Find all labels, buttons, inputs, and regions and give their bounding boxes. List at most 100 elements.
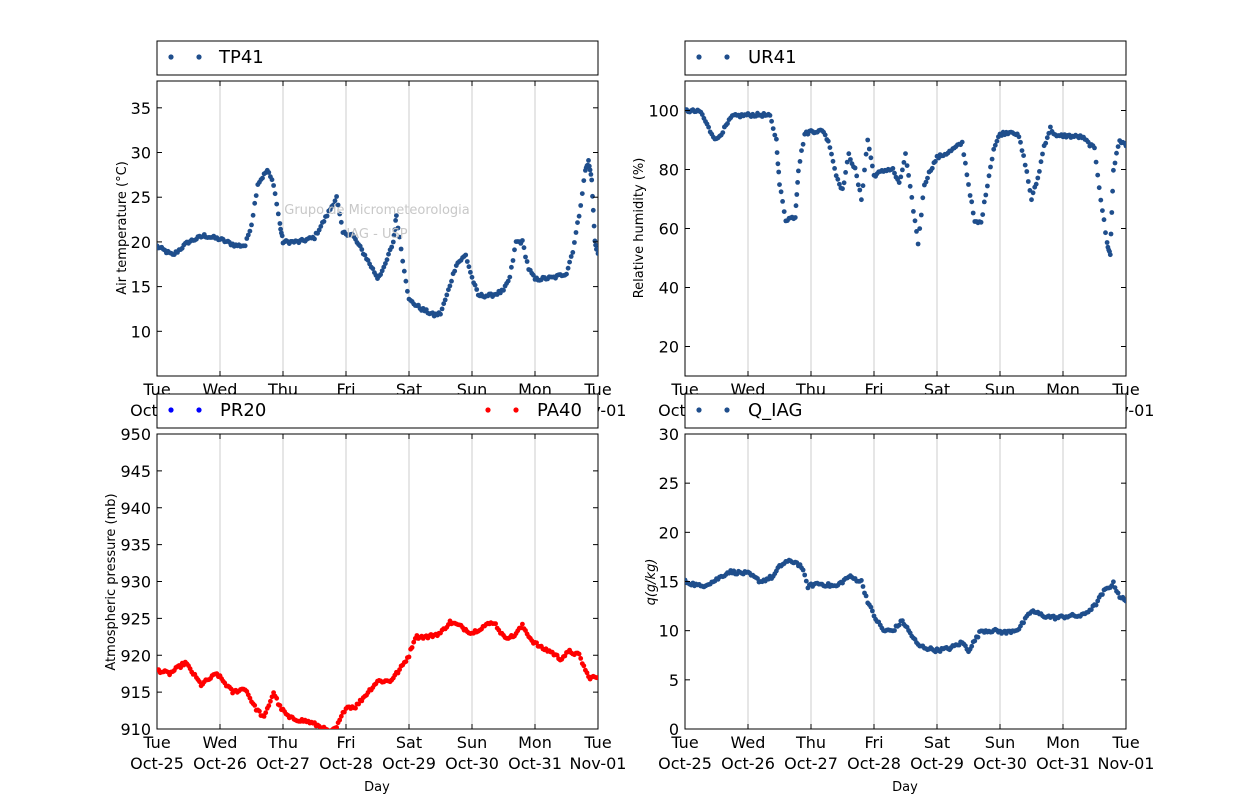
x-tick-weekday: Thu (267, 733, 298, 752)
x-tick-date: Oct-28 (847, 754, 901, 773)
data-point (390, 239, 396, 245)
x-axis-label: Day (892, 780, 918, 795)
data-point (586, 158, 591, 163)
data-point (774, 150, 780, 156)
data-point (1101, 217, 1107, 223)
data-point (1021, 620, 1026, 626)
data-point (406, 654, 412, 660)
data-point (411, 639, 417, 645)
data-point (720, 130, 726, 136)
data-point (564, 271, 569, 277)
watermark-line-2: IAG - USP (346, 227, 407, 242)
data-point (907, 183, 913, 189)
data-point (321, 219, 327, 224)
y-tick-label: 10 (659, 622, 679, 641)
data-point (774, 136, 779, 142)
data-point (334, 194, 339, 199)
data-point (892, 628, 897, 633)
y-tick-label: 925 (120, 609, 151, 628)
data-point (844, 159, 850, 165)
data-point (524, 259, 530, 264)
data-point (778, 189, 784, 195)
data-point (324, 727, 330, 729)
data-point (1096, 185, 1102, 191)
data-point (1100, 592, 1105, 597)
data-point (509, 264, 514, 270)
x-tick-weekday: Tue (1111, 733, 1139, 752)
data-point (337, 717, 343, 723)
data-point (570, 250, 576, 255)
x-tick-date: Oct-28 (319, 754, 373, 773)
data-point (776, 169, 782, 175)
data-point (915, 241, 921, 247)
data-point (903, 151, 908, 157)
data-point (777, 182, 782, 188)
legend-label-tp41: TP41 (218, 47, 264, 68)
data-point (857, 187, 863, 193)
data-point (275, 211, 281, 217)
data-point (830, 158, 836, 164)
data-point (863, 151, 869, 157)
data-point (178, 665, 184, 671)
data-point (1040, 151, 1045, 157)
data-point (983, 192, 989, 198)
data-point (1048, 124, 1053, 130)
data-point (274, 201, 280, 207)
data-point (911, 209, 916, 214)
x-tick-weekday: Sat (924, 733, 950, 752)
data-point (981, 199, 987, 205)
data-point (1038, 159, 1044, 165)
x-tick-weekday: Thu (795, 733, 826, 752)
data-point (822, 132, 828, 138)
data-point (405, 288, 410, 294)
data-point (403, 659, 409, 664)
data-point (800, 141, 806, 147)
data-point (253, 193, 259, 199)
watermark-line-1: Grupo de Micrometeorologia (284, 203, 470, 218)
data-point (409, 645, 415, 650)
data-point (868, 155, 874, 161)
data-point (512, 247, 517, 253)
data-point (837, 181, 842, 187)
data-point (581, 178, 587, 184)
data-point (827, 145, 833, 151)
data-point (972, 638, 978, 644)
x-tick-date: Nov-01 (570, 754, 627, 773)
data-point (595, 675, 598, 680)
data-point (862, 167, 867, 173)
data-point (531, 272, 536, 278)
y-tick-label: 25 (659, 474, 679, 493)
data-point (969, 199, 975, 205)
data-point (825, 138, 831, 144)
x-tick-date: Oct-25 (130, 754, 184, 773)
data-point (892, 170, 897, 176)
data-point (1111, 579, 1116, 585)
data-point (505, 278, 511, 284)
data-point (576, 213, 582, 219)
data-point (260, 175, 265, 181)
y-tick-label: 20 (659, 523, 679, 542)
data-point (1095, 172, 1101, 178)
data-point (595, 251, 598, 256)
x-tick-date: Nov-01 (1098, 754, 1155, 773)
data-point (356, 701, 361, 707)
plot-frame (684, 80, 1127, 377)
data-point (859, 578, 864, 583)
data-point (991, 146, 997, 152)
data-point (781, 209, 787, 215)
y-tick-label: 30 (131, 144, 151, 163)
data-point (914, 229, 919, 234)
y-axis-label: Air temperature (°C) (115, 161, 130, 295)
data-point (1019, 148, 1025, 154)
x-tick-date: Oct-26 (721, 754, 775, 773)
y-tick-label: 15 (131, 278, 151, 297)
data-point (463, 252, 469, 258)
data-point (362, 252, 368, 258)
data-point (841, 180, 847, 186)
data-point (279, 233, 285, 239)
legend-marker (696, 407, 702, 413)
y-axis-label: q(g/kg) (644, 559, 659, 606)
data-point (963, 160, 968, 166)
y-axis-label: Atmospheric pressure (mb) (104, 493, 119, 670)
